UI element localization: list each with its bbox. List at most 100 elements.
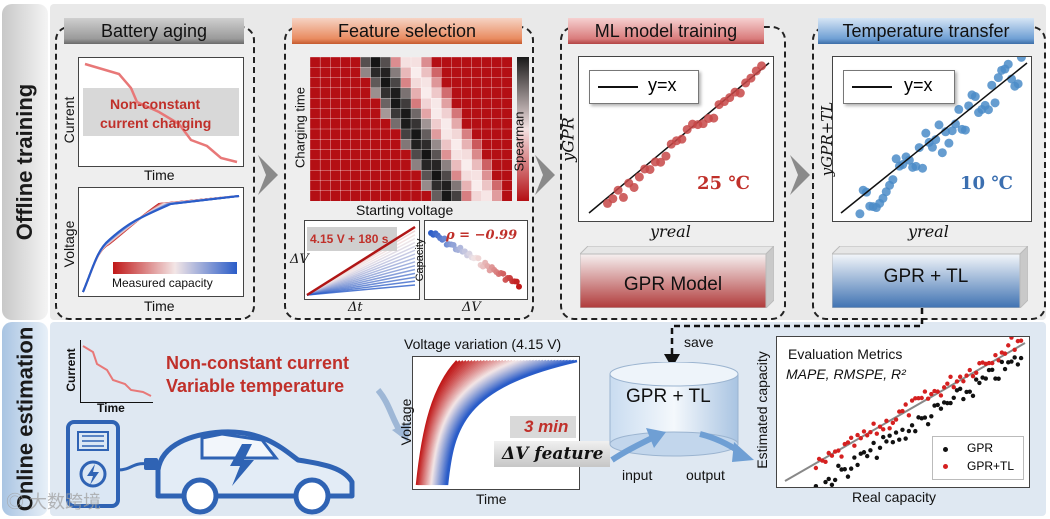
heatmap-cell	[431, 190, 442, 201]
three-min-badge	[510, 416, 576, 438]
gpr-point	[977, 380, 982, 386]
gprtl-point	[900, 408, 905, 414]
ml-point	[735, 88, 745, 98]
heatmap-cell	[410, 180, 422, 192]
heatmap-cell	[431, 57, 442, 68]
heatmap-cell	[441, 180, 452, 192]
gprtl-point	[938, 393, 944, 398]
gpr-point	[836, 463, 841, 469]
gpr-point	[970, 393, 976, 399]
heatmap-cell	[441, 159, 452, 171]
heatmap-cell	[360, 77, 372, 89]
spearman-label: Spearman	[511, 111, 527, 172]
heatmap-cell	[340, 128, 351, 140]
heatmap-cell	[481, 67, 493, 79]
heatmap-cell	[431, 159, 442, 171]
gprtl-point	[957, 374, 963, 379]
heatmap-cell	[420, 190, 432, 201]
heatmap-cell	[370, 67, 382, 79]
heatmap-cell	[380, 108, 392, 120]
heatmap-cell	[441, 118, 452, 130]
heatmap-cell	[481, 159, 493, 171]
transfer-x-axis: yreal	[908, 222, 949, 241]
gpr-point	[881, 434, 886, 440]
gpr-point	[925, 421, 931, 427]
heatmap-cell	[451, 180, 462, 192]
real-capacity-axis: Real capacity	[852, 489, 937, 505]
heatmap-cell	[481, 77, 493, 89]
gpr-point	[893, 430, 899, 435]
colorbar-label: Measured capacity	[112, 276, 213, 290]
heatmap-cell	[420, 77, 432, 89]
heatmap-cell	[400, 67, 412, 79]
heatmap-cell	[491, 57, 503, 68]
heatmap-cell	[410, 149, 422, 161]
gpr-point	[832, 477, 838, 483]
heatmap-cell	[310, 108, 321, 120]
heatmap-cell	[501, 190, 512, 201]
heatmap-cell	[390, 57, 402, 68]
gpr-point	[839, 467, 844, 472]
gprtl-point	[1018, 338, 1024, 343]
heatmap-cell	[390, 180, 402, 192]
heatmap-cell	[451, 87, 462, 99]
heatmap-cell	[451, 77, 462, 89]
gpr-point	[945, 400, 950, 406]
gpr-point	[826, 476, 831, 482]
gpr-point	[951, 395, 956, 400]
gpr-point	[957, 386, 963, 392]
gpr-point	[897, 437, 902, 442]
heatmap-cell	[441, 87, 452, 99]
heatmap-cell	[330, 169, 341, 181]
heatmap-cell	[491, 139, 503, 151]
heatmap-cell	[390, 118, 402, 130]
heatmap-cell	[431, 169, 442, 181]
callout-line2: current charging	[100, 115, 212, 131]
dv-dt-plot	[304, 220, 420, 300]
gpr-point	[877, 445, 883, 450]
heatmap-cell	[350, 67, 361, 79]
heatmap-cell	[340, 108, 351, 120]
heatmap-cell	[319, 77, 331, 89]
heatmap-cell	[471, 87, 483, 99]
heatmap-cell	[431, 118, 442, 130]
transfer-legend-text: y=x	[904, 75, 933, 95]
dv-dt-lines	[306, 225, 416, 297]
gprtl-point	[922, 389, 928, 394]
heatmap-cell	[420, 57, 432, 68]
heatmap-cell	[330, 180, 341, 192]
heatmap-cell	[330, 118, 341, 130]
heatmap-cell	[471, 67, 483, 79]
heatmap-cell	[390, 97, 402, 109]
eval-title: Evaluation Metrics	[788, 346, 903, 362]
transfer-legend-line	[852, 86, 892, 88]
heatmap-cell	[380, 77, 392, 89]
gprtl-point	[973, 370, 979, 376]
transfer-point	[888, 175, 898, 185]
heatmap-cell	[410, 77, 422, 89]
small-left-label: 4.15 V + 180 s	[310, 232, 389, 246]
heatmap-cell	[481, 87, 493, 99]
heatmap-cell	[380, 180, 392, 192]
gprtl-point	[839, 454, 844, 459]
capacity-point	[475, 255, 482, 262]
vv-curve	[445, 359, 578, 486]
heatmap-cell	[410, 57, 422, 68]
gprtl-point	[961, 379, 966, 384]
gprtl-point	[861, 429, 867, 434]
heatmap-cell	[481, 57, 493, 68]
heatmap-cell	[491, 149, 503, 161]
gprtl-point	[848, 435, 854, 440]
heatmap-cell	[461, 128, 473, 140]
heatmap-cell	[451, 169, 462, 181]
heatmap-cell	[481, 149, 493, 161]
heatmap-cell	[471, 118, 483, 130]
transfer-legend: y=x	[843, 70, 955, 104]
transfer-point	[1003, 59, 1013, 69]
ml-legend: y=x	[589, 70, 699, 104]
heatmap-cell	[501, 180, 512, 192]
voltage-plot	[78, 187, 244, 297]
transfer-point	[987, 80, 997, 90]
heatmap-cell	[420, 67, 432, 79]
dv-feature-badge	[494, 441, 610, 467]
